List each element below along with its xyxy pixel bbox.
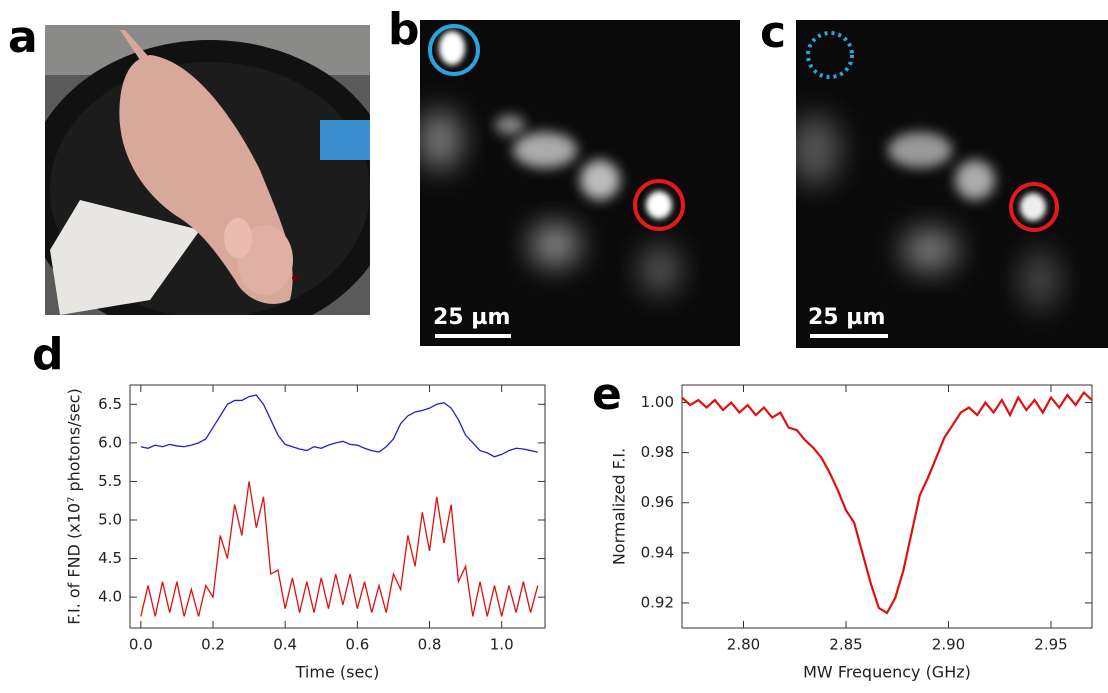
x-tick-label: 0.6 bbox=[345, 636, 369, 654]
panel-label: b bbox=[388, 4, 420, 55]
scale-bar-label: 25 µm bbox=[433, 305, 510, 330]
y-tick-label: 5.0 bbox=[98, 511, 122, 529]
x-tick-label: 2.85 bbox=[829, 636, 862, 654]
panel-label: a bbox=[8, 12, 38, 63]
y-tick-label: 0.94 bbox=[641, 543, 674, 561]
y-tick-label: 0.96 bbox=[641, 493, 674, 511]
x-tick-label: 2.95 bbox=[1034, 636, 1067, 654]
panel-label: c bbox=[760, 7, 786, 58]
x-tick-label: 0.8 bbox=[418, 636, 442, 654]
x-tick-label: 1.0 bbox=[490, 636, 514, 654]
x-tick-label: 0.4 bbox=[273, 636, 297, 654]
y-tick-label: 0.92 bbox=[641, 593, 674, 611]
y-tick-label: 5.5 bbox=[98, 472, 122, 490]
micrograph-c bbox=[796, 20, 1108, 348]
y-axis-label: Normalized F.I. bbox=[610, 448, 629, 565]
plot-frame bbox=[129, 384, 546, 629]
data-line bbox=[140, 394, 538, 458]
y-tick-label: 6.5 bbox=[98, 395, 122, 413]
y-tick-label: 0.98 bbox=[641, 443, 674, 461]
y-tick-label: 1.00 bbox=[641, 393, 674, 411]
x-tick-label: 2.80 bbox=[727, 636, 760, 654]
x-tick-label: 2.90 bbox=[932, 636, 965, 654]
y-axis-label: F.I. of FND (x10⁷ photons/sec) bbox=[65, 388, 84, 625]
plot-frame bbox=[681, 384, 1093, 629]
panel-label: e bbox=[592, 369, 622, 420]
data-line bbox=[681, 390, 1093, 615]
x-axis-label: MW Frequency (GHz) bbox=[803, 663, 971, 682]
data-line bbox=[140, 481, 539, 617]
panel-label: d bbox=[32, 329, 64, 380]
x-axis-label: Time (sec) bbox=[295, 663, 380, 682]
y-tick-label: 4.5 bbox=[98, 549, 122, 567]
y-tick-label: 6.0 bbox=[98, 433, 122, 451]
y-tick-label: 4.0 bbox=[98, 588, 122, 606]
x-tick-label: 0.0 bbox=[129, 636, 153, 654]
mouse-photo bbox=[45, 25, 370, 315]
scale-bar-label: 25 µm bbox=[808, 305, 885, 330]
micrograph-b bbox=[420, 20, 740, 346]
x-tick-label: 0.2 bbox=[201, 636, 225, 654]
